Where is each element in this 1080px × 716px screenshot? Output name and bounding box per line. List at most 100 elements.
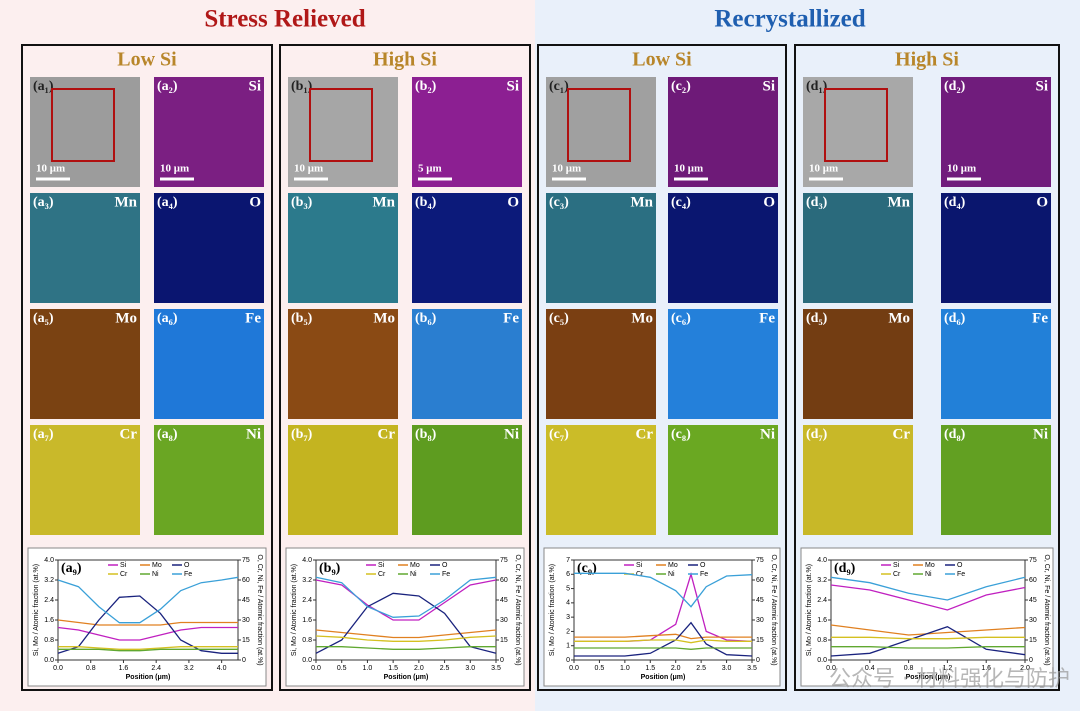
map-tile	[803, 309, 913, 419]
watermark: 公众号 · 材料强化与防护	[829, 667, 1070, 692]
x-tick-label: 0.0	[311, 665, 321, 672]
scale-label: 10 μm	[809, 163, 838, 175]
map-tile	[803, 193, 913, 303]
element-label: Si	[506, 78, 519, 94]
y2-tick-label: 75	[500, 557, 508, 564]
element-label: O	[507, 194, 519, 210]
map-tile	[154, 193, 264, 303]
plot-area	[573, 559, 753, 661]
x-tick-label: 2.5	[440, 665, 450, 672]
x-tick-label: 1.0	[363, 665, 373, 672]
y2-tick-label: 75	[242, 557, 250, 564]
inset-box	[567, 88, 631, 162]
y2-tick-label: 15	[1029, 637, 1037, 644]
y2-tick-label: 60	[500, 577, 508, 584]
y-tick-label: 0.8	[44, 637, 54, 644]
series-line	[58, 646, 238, 650]
legend-label: Mo	[668, 562, 678, 569]
map-tile	[546, 309, 656, 419]
element-label: Si	[1035, 78, 1048, 94]
y-tick-label: 0.0	[44, 657, 54, 664]
map-tile	[154, 309, 264, 419]
legend-label: Ni	[410, 571, 417, 578]
y-tick-label: 0.0	[817, 657, 827, 664]
legend-label: O	[957, 562, 963, 569]
series-line	[574, 572, 753, 608]
legend-label: Fe	[184, 571, 192, 578]
x-axis-title: Position (μm)	[906, 674, 951, 681]
chart-title: (a₉)	[61, 561, 82, 576]
x-tick-label: 0.0	[569, 665, 579, 672]
series-line	[58, 648, 238, 652]
y2-tick-label: 75	[1029, 557, 1037, 564]
y-axis-title: Si, Mo / Atomic fraction (at.%)	[549, 564, 556, 656]
plot-area	[57, 559, 239, 661]
y2-tick-label: 45	[242, 597, 250, 604]
y2-tick-label: 60	[1029, 577, 1037, 584]
scale-label: 10 μm	[552, 163, 581, 175]
panel-frame	[794, 44, 1060, 691]
scale-label: 10 μm	[36, 163, 65, 175]
y-tick-label: 4.0	[302, 557, 312, 564]
element-label: O	[1036, 194, 1048, 210]
y-tick-label: 1.6	[302, 617, 312, 624]
x-tick-label: 3.5	[747, 665, 757, 672]
y2-tick-label: 15	[500, 637, 508, 644]
y2-tick-label: 30	[242, 617, 250, 624]
group-title: Stress Relieved	[204, 6, 365, 33]
series-line	[830, 584, 1026, 611]
plot-area	[830, 559, 1026, 661]
tile-label: (d₈)	[944, 427, 966, 442]
map-tile	[803, 425, 913, 535]
x-tick-label: 3.2	[184, 665, 194, 672]
tile-label: (a₅)	[33, 311, 54, 326]
tile-label: (d₇)	[806, 427, 828, 442]
y2-tick-label: 45	[756, 597, 764, 604]
x-tick-label: 1.6	[119, 665, 129, 672]
map-tile	[941, 77, 1051, 187]
legend-label: Cr	[120, 571, 128, 578]
map-tile	[288, 193, 398, 303]
tile-label: (a₃)	[33, 195, 54, 210]
y-tick-label: 0.8	[817, 637, 827, 644]
y2-axis-title: O, Cr, Ni, Fe / Atomic fraction (at.%)	[514, 554, 521, 665]
series-line	[315, 635, 497, 642]
x-tick-label: 3.5	[491, 665, 501, 672]
series-line	[831, 636, 1025, 640]
tile-label: (c₄)	[671, 195, 691, 210]
series-line	[830, 576, 1026, 601]
x-tick-label: 1.0	[620, 665, 630, 672]
map-tile	[154, 77, 264, 187]
y2-tick-label: 0	[242, 657, 246, 664]
tile-label: (b₃)	[291, 195, 313, 210]
element-label: Ni	[1033, 426, 1048, 442]
series-line	[574, 647, 752, 650]
y-tick-label: 2	[566, 628, 570, 635]
panel-title: High Si	[895, 49, 959, 71]
tile-label: (c₃)	[549, 195, 569, 210]
element-label: Cr	[636, 426, 654, 442]
scale-label: 10 μm	[294, 163, 323, 175]
series-line	[57, 576, 239, 624]
legend-label: Si	[120, 562, 127, 569]
scale-label: 5 μm	[418, 163, 442, 175]
y-tick-label: 0.8	[302, 637, 312, 644]
x-tick-label: 3.0	[722, 665, 732, 672]
element-label: Fe	[503, 310, 519, 326]
y2-tick-label: 45	[500, 597, 508, 604]
series-line	[57, 595, 238, 654]
chart-title: (c₉)	[577, 561, 597, 576]
tile-label: (c₂)	[671, 79, 691, 94]
y2-tick-label: 60	[756, 577, 764, 584]
element-label: Ni	[246, 426, 261, 442]
tile-label: (a₄)	[157, 195, 178, 210]
map-tile	[412, 193, 522, 303]
series-line	[315, 629, 497, 639]
element-label: Mo	[373, 310, 395, 326]
tile-label: (c₅)	[549, 311, 569, 326]
y2-tick-label: 0	[1029, 657, 1033, 664]
legend-label: Ni	[152, 571, 159, 578]
legend-label: Mo	[152, 562, 162, 569]
tile-label: (c₈)	[671, 427, 691, 442]
